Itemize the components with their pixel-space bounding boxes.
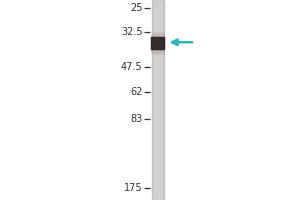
Text: 47.5: 47.5 <box>121 62 142 72</box>
Bar <box>151 32 164 54</box>
Bar <box>152 0 164 200</box>
Bar <box>153 0 162 200</box>
Bar <box>151 37 164 49</box>
Bar <box>151 36 164 50</box>
Bar <box>151 37 164 49</box>
Text: 83: 83 <box>130 114 142 124</box>
Text: 25: 25 <box>130 3 142 13</box>
Text: 32.5: 32.5 <box>121 27 142 37</box>
Bar <box>151 33 164 53</box>
Text: 62: 62 <box>130 87 142 97</box>
Bar <box>151 34 164 52</box>
Text: 175: 175 <box>124 183 142 193</box>
